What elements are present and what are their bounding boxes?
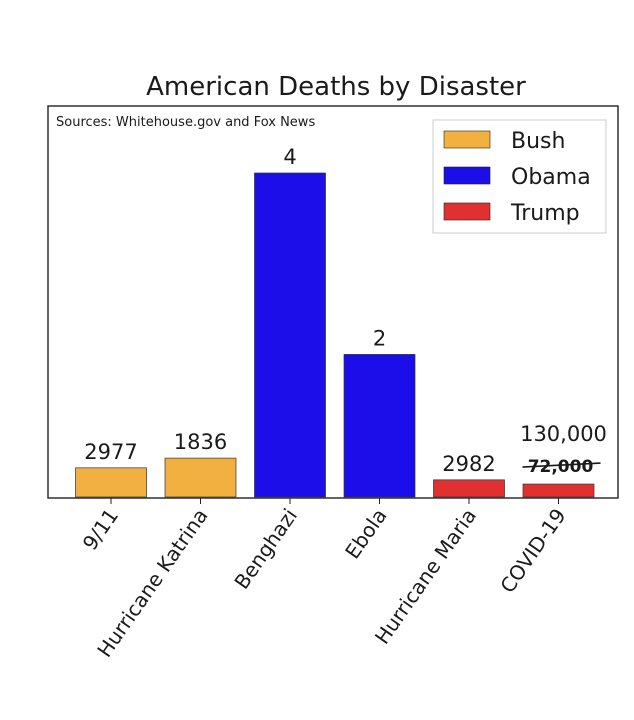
bar-struck-label-covid-19: 72,000	[528, 457, 594, 477]
bar-value-label-hurricane-katrina: 1836	[174, 430, 227, 454]
plot-area	[47, 105, 619, 499]
x-tick-label-ebola: Ebola	[340, 504, 391, 563]
strike-through-line	[522, 462, 601, 468]
x-tick-label-benghazi: Benghazi	[229, 504, 302, 593]
bar-covid-19	[522, 483, 595, 498]
legend-label-bush: Bush	[511, 129, 565, 154]
bar-benghazi	[254, 172, 326, 498]
bar-value-label-covid-19: 130,000	[520, 422, 607, 446]
sources-annotation: Sources: Whitehouse.gov and Fox News	[56, 115, 315, 130]
bar-value-label-hurricane-maria: 2982	[442, 452, 495, 476]
x-tick-label-hurricane-maria: Hurricane Maria	[370, 504, 481, 648]
bar-value-label-benghazi: 4	[283, 145, 296, 169]
legend-swatch-bush	[443, 130, 491, 149]
bar-hurricane-maria	[433, 479, 505, 498]
bar-ebola	[343, 354, 416, 498]
bar-value-label-9-11: 2977	[84, 440, 137, 464]
x-tick-label-covid-19: COVID-19	[495, 504, 570, 597]
chart-title: American Deaths by Disaster	[146, 72, 526, 102]
bar-9-11	[75, 467, 147, 498]
bars-group: 2977 1836 4 2 2982 72,000 130,000	[75, 145, 607, 498]
legend-label-obama: Obama	[511, 165, 591, 190]
legend: Bush Obama Trump	[432, 119, 607, 234]
bar-value-label-ebola: 2	[373, 326, 386, 350]
x-tick-label-9-11: 9/11	[78, 504, 123, 555]
legend-label-trump: Trump	[510, 201, 580, 226]
legend-swatch-trump	[443, 202, 491, 221]
legend-swatch-obama	[443, 166, 491, 185]
bar-hurricane-katrina	[164, 457, 237, 498]
